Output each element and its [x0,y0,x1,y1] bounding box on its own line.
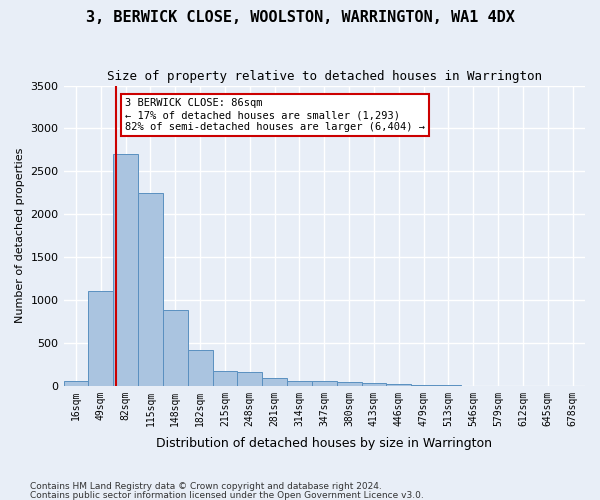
Bar [386,384,411,386]
Bar [337,382,362,386]
Bar [238,372,262,386]
Bar [163,310,188,386]
Bar [362,383,386,386]
Y-axis label: Number of detached properties: Number of detached properties [15,148,25,324]
Bar [411,385,436,386]
Bar [64,380,88,386]
Text: Contains public sector information licensed under the Open Government Licence v3: Contains public sector information licen… [30,490,424,500]
Title: Size of property relative to detached houses in Warrington: Size of property relative to detached ho… [107,70,542,83]
Bar [212,371,238,386]
Text: 3, BERWICK CLOSE, WOOLSTON, WARRINGTON, WA1 4DX: 3, BERWICK CLOSE, WOOLSTON, WARRINGTON, … [86,10,514,25]
Text: Contains HM Land Registry data © Crown copyright and database right 2024.: Contains HM Land Registry data © Crown c… [30,482,382,491]
X-axis label: Distribution of detached houses by size in Warrington: Distribution of detached houses by size … [156,437,492,450]
Bar [312,382,337,386]
Bar [113,154,138,386]
Bar [88,292,113,386]
Bar [188,350,212,386]
Bar [262,378,287,386]
Bar [287,380,312,386]
Bar [138,193,163,386]
Text: 3 BERWICK CLOSE: 86sqm
← 17% of detached houses are smaller (1,293)
82% of semi-: 3 BERWICK CLOSE: 86sqm ← 17% of detached… [125,98,425,132]
